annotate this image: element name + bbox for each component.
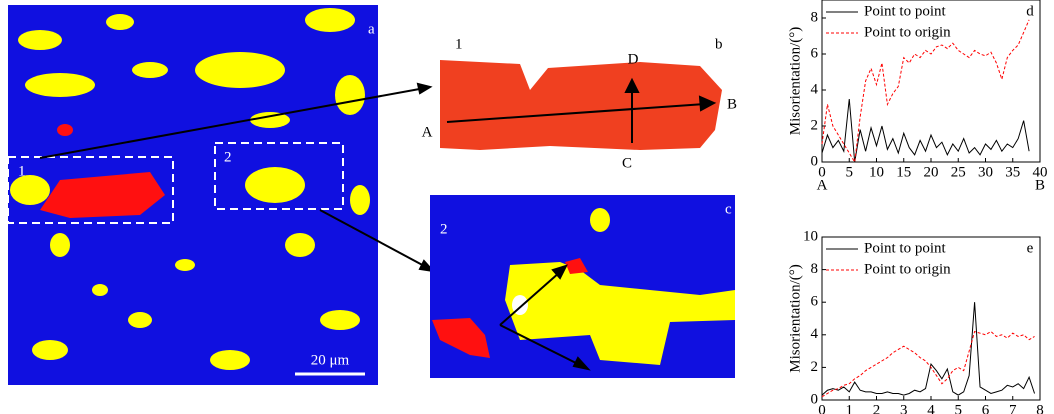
panel-label: c [725,201,732,217]
x-tick-label: 0 [818,402,826,414]
legend-label: Point to origin [864,261,951,277]
y-tick-label: 8 [811,261,819,277]
point-label: C [622,155,632,171]
y-tick-label: 0 [811,391,819,407]
legend-label: Point to point [864,3,947,19]
x-tick-label: 6 [982,402,990,414]
micrograph-a [7,5,378,385]
y-tick-label: 6 [811,294,819,310]
y-tick-label: 4 [811,81,819,97]
x-tick-label: 8 [1036,402,1044,414]
point-label: B [727,96,737,112]
region-label: 2 [224,149,232,165]
y-axis-label: Misorientation/(°) [787,27,803,135]
y-tick-label: 2 [811,117,819,133]
region-label: 2 [440,221,448,237]
panel-label: a [368,21,375,37]
end-label: B [1035,177,1045,193]
path-arrows [499,264,591,371]
end-label: A [817,177,828,193]
y-tick-label: 6 [811,45,819,61]
x-tick-label: 5 [955,402,963,414]
region-label: 1 [455,36,463,52]
region-label: 1 [18,163,26,179]
y-axis-label: Misorientation/(°) [787,264,803,372]
scale-bar-label: 20 μm [311,352,350,368]
micrograph-b [440,60,722,150]
series-line [821,330,1035,398]
legend-label: Point to point [864,240,947,256]
panel-label: e [1027,240,1034,256]
x-tick-label: 35 [1005,164,1020,180]
y-tick-label: 0 [811,153,819,169]
x-tick-label: 25 [951,164,966,180]
legend-label: Point to origin [864,24,951,40]
y-tick-label: 2 [811,359,819,375]
x-tick-label: 5 [846,164,854,180]
panel-label: d [1026,3,1034,19]
point-label: A [422,124,433,140]
series-line [821,19,1030,164]
path-arrows [446,77,717,143]
x-tick-label: 2 [873,402,881,414]
x-tick-label: 3 [900,402,908,414]
x-tick-label: 10 [869,164,884,180]
x-tick-label: 20 [924,164,939,180]
pointer-arrows [39,82,436,273]
x-tick-label: 7 [1009,402,1017,414]
series-line [821,98,1030,163]
x-tick-label: 0 [818,164,826,180]
point-label: D [628,51,639,67]
micrograph-c [430,195,735,378]
x-tick-label: 40 [1033,164,1048,180]
panel-label: b [715,36,723,52]
x-tick-label: 4 [927,402,935,414]
y-tick-label: 4 [811,326,819,342]
y-tick-label: 10 [803,228,818,244]
x-tick-label: 1 [846,402,854,414]
x-tick-label: 15 [896,164,911,180]
series-line [821,302,1036,396]
y-tick-label: 8 [811,9,819,25]
x-tick-label: 30 [978,164,993,180]
